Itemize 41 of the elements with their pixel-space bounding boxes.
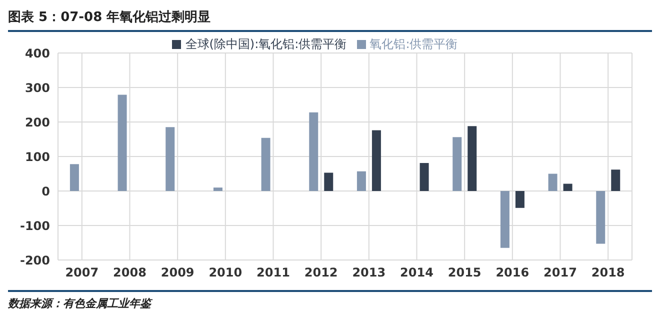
- bar: [452, 137, 462, 191]
- bar: [309, 112, 318, 191]
- x-tick-label: 2008: [113, 266, 146, 280]
- x-tick-label: 2011: [256, 266, 290, 280]
- bar: [548, 174, 558, 191]
- bar: [468, 126, 477, 191]
- bar: [70, 164, 79, 191]
- bar: [515, 191, 524, 208]
- x-tick-label: 2018: [591, 266, 625, 280]
- legend-label: 全球(除中国):氧化铝:供需平衡: [185, 37, 347, 51]
- y-tick-label: 0: [42, 184, 50, 198]
- y-tick-label: 400: [24, 46, 50, 60]
- x-tick-label: 2010: [208, 266, 242, 280]
- x-tick-label: 2013: [352, 266, 386, 280]
- bar: [596, 191, 606, 244]
- y-tick-label: -100: [20, 218, 50, 233]
- bar: [611, 170, 620, 191]
- x-tick-label: 2009: [160, 266, 194, 280]
- bar: [213, 188, 222, 191]
- legend-label: 氧化铝:供需平衡: [370, 37, 458, 51]
- source-note: 数据来源：有色金属工业年鉴: [8, 296, 154, 311]
- y-tick-label: 200: [24, 115, 50, 130]
- bar: [356, 171, 366, 191]
- chart-title: 图表 5：07-08 年氧化铝过剩明显: [8, 8, 652, 32]
- x-tick-label: 2017: [544, 266, 577, 280]
- y-tick-label: 100: [24, 150, 50, 164]
- bar: [372, 130, 381, 191]
- y-tick-label: 300: [24, 80, 50, 95]
- x-tick-label: 2014: [400, 266, 434, 280]
- bar: [563, 184, 572, 191]
- x-tick-label: 2012: [304, 266, 338, 280]
- x-tick-label: 2007: [65, 266, 99, 280]
- y-tick-label: -200: [20, 253, 50, 268]
- bar: [324, 172, 334, 191]
- x-tick-label: 2016: [496, 266, 530, 280]
- bar: [500, 191, 510, 248]
- bar: [261, 138, 270, 191]
- bar: [118, 94, 127, 191]
- x-tick-label: 2015: [448, 266, 482, 280]
- bar: [166, 127, 175, 191]
- bar: [420, 163, 429, 191]
